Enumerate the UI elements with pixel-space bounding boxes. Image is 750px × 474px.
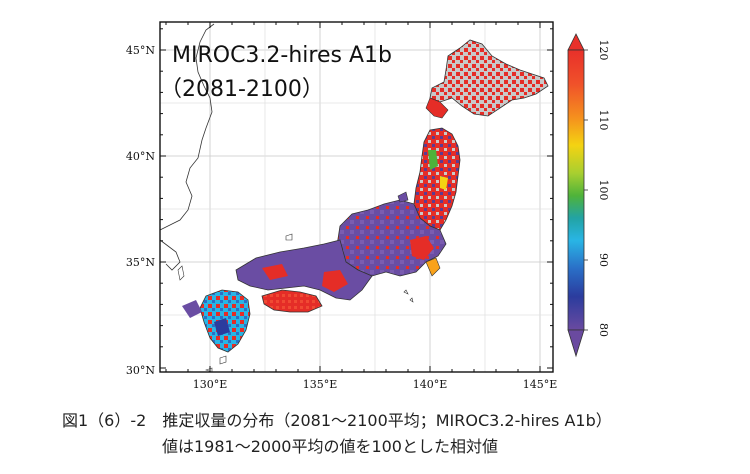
- region-hokkaido: [429, 39, 549, 117]
- lon-label-130: 130°E: [193, 378, 228, 391]
- map-panel: [159, 21, 554, 373]
- colorbar: 120 110 100 90 80: [567, 33, 610, 358]
- region-kinki-red: [322, 270, 348, 292]
- lat-label-40: 40°N: [126, 150, 155, 163]
- region-tohoku-yellow: [440, 176, 448, 190]
- colorbar-label-100: 100: [597, 180, 610, 201]
- lon-label-145: 145°E: [523, 378, 558, 391]
- region-tohoku: [413, 127, 461, 231]
- lon-label-140: 140°E: [413, 378, 448, 391]
- colorbar-label-120: 120: [597, 40, 610, 61]
- figure-caption-title: 図1（6）-2 推定収量の分布（2081～2100平均；MIROC3.2-hir…: [62, 411, 612, 430]
- colorbar-bottom-arrow: [567, 329, 585, 358]
- colorbar-ticks: [584, 49, 588, 331]
- colorbar-top-arrow: [567, 33, 585, 51]
- lat-label-45: 45°N: [126, 44, 155, 57]
- region-chugoku-red: [262, 264, 288, 280]
- frame-ticks: [160, 22, 553, 372]
- island-sado: [397, 191, 409, 203]
- lat-label-35: 35°N: [126, 256, 155, 269]
- region-chiba: [425, 257, 441, 277]
- region-tohoku-green: [428, 150, 438, 170]
- map-title-period: （2081-2100）: [160, 77, 324, 102]
- colorbar-label-110: 110: [597, 110, 610, 131]
- colorbar-gradient: [567, 49, 585, 331]
- korea-coastline: [159, 23, 215, 231]
- island-tsushima: [177, 265, 185, 281]
- region-shikoku: [261, 289, 323, 313]
- colorbar-label-80: 80: [597, 323, 610, 337]
- island-izu: [403, 289, 414, 303]
- lon-label-135: 135°E: [303, 378, 338, 391]
- colorbar-label-90: 90: [597, 253, 610, 267]
- region-kanto-red: [410, 236, 434, 260]
- region-hokkaido-southwest: [425, 97, 449, 119]
- figure-caption-note: 値は1981～2000平均の値を100とした相対値: [162, 437, 498, 456]
- island-southern: [205, 355, 227, 373]
- region-kyushu-purple: [182, 300, 202, 318]
- lat-label-30: 30°N: [126, 364, 155, 377]
- map-frame: [159, 21, 554, 373]
- region-kyushu-blue: [214, 318, 230, 336]
- korea-south-coast: [159, 239, 181, 271]
- island-oki: [285, 233, 293, 241]
- map-title-model: MIROC3.2-hires A1b: [172, 43, 392, 68]
